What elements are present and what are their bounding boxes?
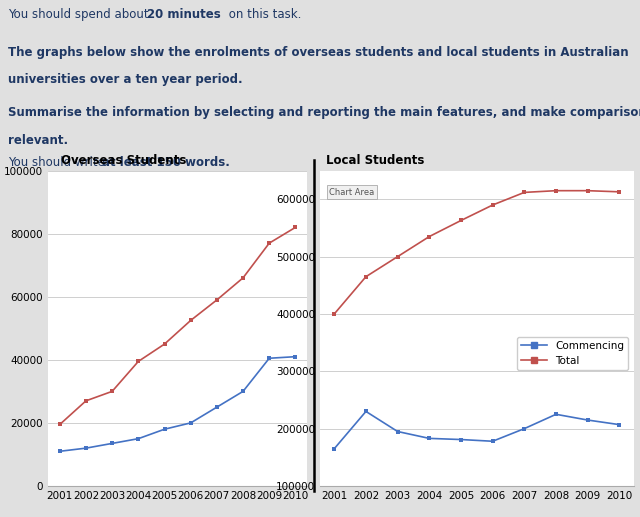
Text: universities over a ten year period.: universities over a ten year period. — [8, 73, 243, 86]
Text: Local Students: Local Students — [326, 154, 425, 166]
Text: You should write: You should write — [8, 156, 108, 170]
Text: at least 150 words.: at least 150 words. — [102, 156, 230, 170]
Text: on this task.: on this task. — [225, 8, 301, 21]
Text: relevant.: relevant. — [8, 133, 68, 146]
Text: The graphs below show the enrolments of overseas students and local students in : The graphs below show the enrolments of … — [8, 45, 628, 58]
Text: Summarise the information by selecting and reporting the main features, and make: Summarise the information by selecting a… — [8, 106, 640, 119]
Text: You should spend about: You should spend about — [8, 8, 152, 21]
Legend: Commencing, Total: Commencing, Total — [516, 337, 628, 370]
Text: Chart Area: Chart Area — [330, 188, 374, 197]
Text: 20 minutes: 20 minutes — [147, 8, 221, 21]
Text: Overseas Students: Overseas Students — [61, 154, 186, 166]
